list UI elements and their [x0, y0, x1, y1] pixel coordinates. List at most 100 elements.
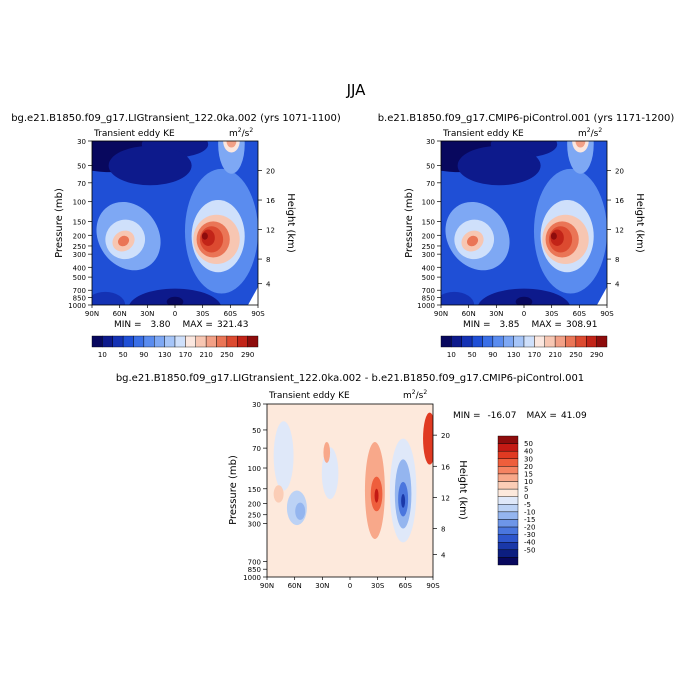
x-tick-label: 0: [173, 310, 177, 318]
y2-tick-label: 16: [266, 197, 275, 205]
y2-tick-label: 12: [441, 494, 450, 502]
colorbar-swatch: [596, 335, 608, 348]
colorbar-label: 290: [241, 351, 254, 359]
x-axis: 90N 60N 30N 0 30S 60S 90S: [85, 305, 265, 318]
y2-axis: 20 16 12 8 4: [258, 168, 275, 289]
colorbar-swatch: [482, 335, 494, 348]
y2-tick-label: 16: [441, 463, 450, 471]
x-tick-label: 90N: [434, 310, 448, 318]
left-subtitle: Transient eddy KE: [442, 129, 524, 139]
colorbar-swatch: [497, 511, 519, 520]
contour-field: [267, 404, 433, 577]
colorbar-swatch: [523, 335, 535, 348]
colorbar-label: -5: [524, 501, 531, 509]
colorbar-swatch: [133, 335, 145, 348]
y-tick-label: 700: [422, 287, 435, 295]
colorbar-swatch: [497, 526, 519, 535]
colorbar-swatch: [237, 335, 248, 348]
colorbar-swatch: [164, 335, 176, 348]
y-tick-label: 200: [248, 500, 261, 508]
y-tick-label: 100: [422, 199, 435, 207]
x-tick-label: 60N: [462, 310, 476, 318]
neg-contour: [295, 502, 306, 520]
low-region: [166, 296, 184, 305]
y2-axis: 20 16 12 8 4: [607, 168, 624, 289]
x-tick-label: 30N: [315, 582, 329, 590]
y-tick-label: 1000: [243, 574, 261, 582]
colorbar-label: 250: [220, 351, 233, 359]
y-tick-label: 850: [73, 295, 86, 303]
y-tick-label: 100: [248, 465, 261, 473]
panel-title: bg.e21.B1850.f09_g17.LIGtransient_122.0k…: [11, 113, 341, 124]
colorbar-swatch: [461, 335, 473, 348]
colorbar-swatch: [143, 335, 155, 348]
colorbar-label: 50: [524, 440, 533, 448]
y-tick-label: 250: [422, 243, 435, 251]
y-tick-label: 850: [422, 295, 435, 303]
units-label: m2/s2: [578, 127, 602, 139]
panel-title: b.e21.B1850.f09_g17.CMIP6-piControl.001 …: [378, 113, 675, 124]
colorbar-label: 90: [488, 351, 497, 359]
nh-jet-contour: [467, 235, 479, 247]
sh-strat-contour: [575, 141, 586, 148]
x-tick-label: 60S: [573, 310, 587, 318]
left-subtitle: Transient eddy KE: [93, 129, 175, 139]
colorbar-swatch: [497, 450, 519, 459]
left-subtitle: Transient eddy KE: [268, 391, 350, 401]
y-tick-label: 50: [252, 427, 261, 435]
y-tick-label: 300: [248, 520, 261, 528]
sh-strat-contour: [226, 141, 237, 148]
masked-region: [597, 287, 607, 305]
x-tick-label: 90N: [260, 582, 274, 590]
x-tick-label: 30S: [545, 310, 559, 318]
colorbar-label: -10: [524, 508, 535, 516]
colorbar-label: 20: [524, 463, 533, 471]
min-label: MIN = 3.80 MAX = 321.43: [114, 320, 248, 330]
pos-max: [374, 488, 379, 503]
colorbar-label: 210: [199, 351, 212, 359]
colorbar-swatch: [492, 335, 504, 348]
x-tick-label: 90S: [251, 310, 265, 318]
colorbar-label: 90: [139, 351, 148, 359]
figure-title: JJA: [346, 81, 367, 99]
colorbar-swatch: [565, 335, 577, 348]
low-region: [92, 291, 126, 305]
y-tick-label: 250: [73, 243, 86, 251]
sh-strat-contour: [567, 141, 594, 174]
panel-title: bg.e21.B1850.f09_g17.LIGtransient_122.0k…: [116, 373, 584, 384]
colorbar-label: 30: [524, 455, 533, 463]
y2-tick-label: 12: [615, 227, 624, 235]
y-tick-label: 1000: [417, 302, 435, 310]
colorbar-swatch: [497, 458, 519, 467]
y-tick-label: 70: [426, 180, 435, 188]
colorbar-label: 5: [524, 486, 528, 494]
colorbar-label: 15: [524, 470, 533, 478]
colorbar-swatch: [503, 335, 514, 348]
y-axis-label: Pressure (mb): [228, 455, 239, 525]
x-tick-label: 60N: [288, 582, 302, 590]
colorbar-swatch: [497, 519, 519, 528]
x-tick-label: 60S: [224, 310, 238, 318]
colorbar-swatch: [497, 542, 519, 551]
colorbar: 10 50 90 130 170 210 250 290: [440, 335, 608, 359]
y-tick-label: 30: [77, 138, 86, 146]
x-tick-label: 90S: [426, 582, 440, 590]
units-label: m2/s2: [403, 389, 427, 401]
y2-tick-label: 16: [615, 197, 624, 205]
colorbar-label: 10: [98, 351, 107, 359]
y2-tick-label: 8: [266, 256, 270, 264]
colorbar-label: 50: [119, 351, 128, 359]
contour-field: [441, 141, 607, 305]
colorbar-label: -30: [524, 531, 535, 539]
colorbar-swatch: [471, 335, 483, 348]
colorbar-label: -50: [524, 546, 535, 554]
colorbar-swatch: [185, 335, 196, 348]
y2-tick-label: 20: [266, 168, 275, 176]
colorbar-swatch: [195, 335, 207, 348]
y-tick-label: 300: [73, 251, 86, 259]
y-tick-label: 700: [248, 558, 261, 566]
y-tick-label: 850: [248, 566, 261, 574]
x-tick-label: 60S: [399, 582, 413, 590]
